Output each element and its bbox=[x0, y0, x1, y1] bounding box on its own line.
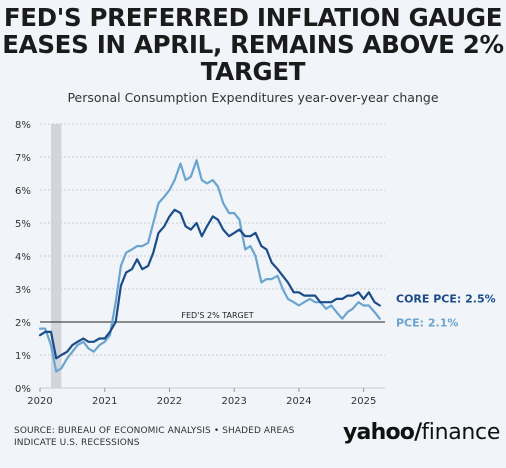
source-line-2: INDICATE U.S. RECESSIONS bbox=[14, 438, 140, 448]
x-tick-label: 2021 bbox=[92, 396, 117, 407]
logo-slash: / bbox=[414, 420, 422, 445]
logo-main-text: yahoo bbox=[343, 420, 415, 445]
pce-line bbox=[38, 159, 381, 373]
core-pce-end-label: CORE PCE: 2.5% bbox=[396, 293, 496, 306]
logo-sub-text: finance bbox=[421, 420, 501, 445]
target-line-label: FED'S 2% TARGET bbox=[181, 311, 253, 320]
x-tick-label: 2020 bbox=[27, 396, 52, 407]
source-note: SOURCE: BUREAU OF ECONOMIC ANALYSIS • SH… bbox=[14, 425, 314, 449]
y-tick-label: 1% bbox=[15, 351, 31, 362]
chart-subtitle: Personal Consumption Expenditures year-o… bbox=[67, 90, 439, 105]
x-tick-label: 2023 bbox=[221, 396, 246, 407]
x-tick-label: 2022 bbox=[157, 396, 182, 407]
title-line-3: TARGET bbox=[200, 57, 306, 86]
y-tick-label: 2% bbox=[15, 318, 31, 329]
title-line-1: FED'S PREFERRED INFLATION GAUGE bbox=[3, 3, 503, 32]
chart-title: FED'S PREFERRED INFLATION GAUGE EASES IN… bbox=[0, 4, 506, 85]
x-tick-label: 2025 bbox=[351, 396, 376, 407]
yahoo-finance-logo: yahoo/finance bbox=[343, 420, 500, 445]
x-tick-label: 2024 bbox=[286, 396, 311, 407]
y-tick-label: 8% bbox=[15, 120, 31, 131]
pce-end-label: PCE: 2.1% bbox=[396, 317, 458, 330]
y-tick-label: 5% bbox=[15, 219, 31, 230]
y-tick-label: 0% bbox=[15, 384, 31, 395]
y-tick-label: 6% bbox=[15, 186, 31, 197]
title-line-2: EASES IN APRIL, REMAINS ABOVE 2% bbox=[2, 30, 504, 59]
y-tick-label: 7% bbox=[15, 153, 31, 164]
core-pce-line bbox=[38, 208, 381, 360]
y-tick-label: 4% bbox=[15, 252, 31, 263]
y-tick-label: 3% bbox=[15, 285, 31, 296]
source-line-1: SOURCE: BUREAU OF ECONOMIC ANALYSIS • SH… bbox=[14, 426, 295, 436]
